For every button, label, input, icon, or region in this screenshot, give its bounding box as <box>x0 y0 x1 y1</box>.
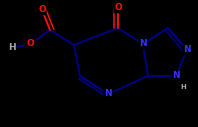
Text: H: H <box>8 44 16 52</box>
Text: O: O <box>114 4 122 12</box>
Text: O: O <box>26 39 34 49</box>
Text: O: O <box>38 5 46 14</box>
Text: N: N <box>183 45 191 54</box>
Text: N: N <box>139 39 147 49</box>
Text: N: N <box>172 72 180 81</box>
Text: N: N <box>104 90 112 99</box>
Text: H: H <box>180 84 186 90</box>
